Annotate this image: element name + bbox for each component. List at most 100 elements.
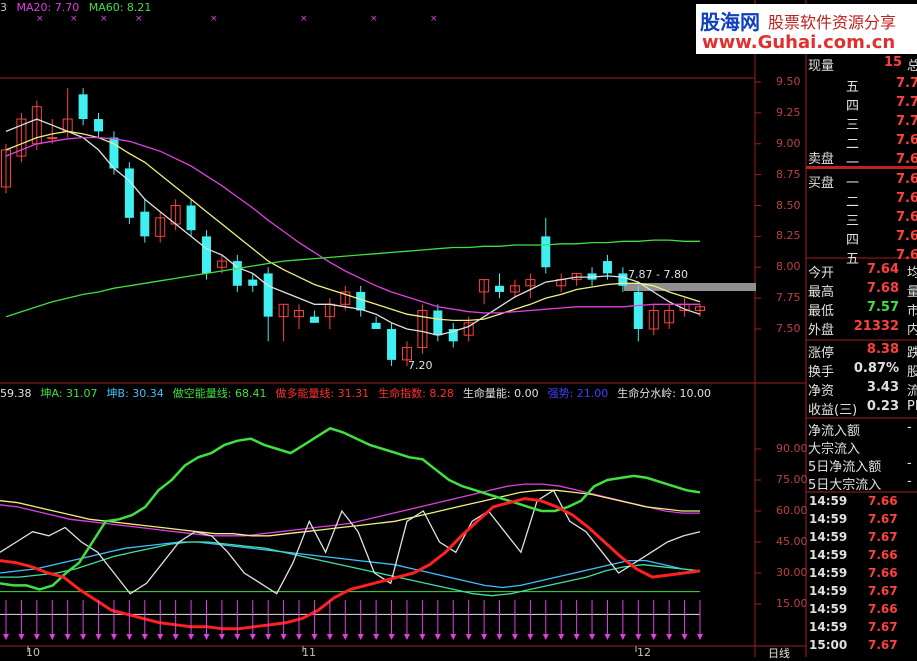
ma20-line [5,136,700,314]
candle-body [1,149,11,188]
tick-time: 14:59 [809,566,848,580]
indicator-legend-item: 强势: 21.00 [547,387,609,400]
indicator-legend-item: 生命量能: 0.00 [462,387,539,400]
flow-value: - [907,456,912,471]
candle-body [16,118,27,157]
stat2-extra: 跌 [907,346,917,361]
signal-arrow-head [604,634,611,640]
low-annotation: 7.20 [408,359,433,372]
flow-row: 净流入额 - [806,420,917,439]
signal-arrow-head [110,634,117,640]
tick-row: 15:00 7.67 [806,638,906,656]
indicator-legend-item: 做空能量线: 68.41 [172,387,267,400]
sell-level-row: 五 7.7 [806,76,917,95]
candle-body [695,306,705,311]
signal-arrow-head [342,634,349,640]
candle-body [495,285,505,292]
signal-arrow-head [218,634,225,640]
candle-body [340,291,351,305]
signal-arrow-head [33,634,40,640]
tick-time: 14:59 [809,548,848,562]
sell-level-price: 7.6 [896,133,917,148]
candle-body [294,309,305,318]
signal-arrow-head [18,634,25,640]
price-tick-label: 8.25 [776,229,801,243]
stat-value: 21332 [853,319,899,334]
pink-indicator-line [0,483,700,537]
date-label-dec: 12 [637,646,651,659]
buy-level-name: 五 [846,252,860,267]
stat2-name: 收益(三) [808,403,858,418]
candle-body [648,309,659,330]
tick-price: 7.66 [868,548,898,562]
stat-name: 最低 [808,304,835,319]
marker-x: × [370,14,378,24]
volume-label: 现量 [808,59,835,74]
marker-x: × [210,14,218,24]
indicator-legend-item: 做多能量线: 31.31 [275,387,370,400]
ind-tick-label: 15.00 [776,597,808,610]
signal-arrow-head [511,634,518,640]
sell-level-price: 7.7 [896,114,917,129]
candle-body [309,316,319,323]
volume-row: 现量 15 总 [806,55,917,74]
sell-label: 卖盘 [808,152,835,167]
stat2-extra: 股 [907,365,917,380]
sell-level-price: 7.7 [896,95,917,110]
buy-level-row: 四 7.6 [806,229,917,248]
candle-body [140,211,150,237]
stat-value: 7.64 [866,262,899,277]
signal-arrow-head [249,634,256,640]
buy-level-row: 五 7.6 [806,248,917,267]
signal-arrow-head [697,634,703,640]
candle-body [401,347,412,361]
tick-row: 14:59 7.66 [806,494,906,512]
indicator-legend-item: 生命指数: 8.28 [378,387,454,400]
signal-arrow-head [527,634,534,640]
candle-body [124,168,134,218]
price-tick-label: 9.25 [776,105,801,119]
tick-row: 14:59 7.67 [806,512,906,530]
buy-level-name: 一 [846,176,860,191]
kun-a-line [0,541,701,597]
flow-row: 5日大宗流入 - [806,474,917,493]
buy-level-name: 四 [846,233,860,248]
signal-arrow-head [635,634,642,640]
signal-arrow-head [558,634,565,640]
stat2-value: 0.23 [866,399,899,414]
tick-time: 14:59 [809,494,848,508]
signal-arrow-head [3,634,9,640]
stat2-value: 8.38 [866,342,899,357]
signal-arrow-head [95,634,102,640]
candle-body [263,273,273,317]
stat2-row: 收益(三) 0.23 PE [806,399,917,418]
ind-tick-label: 90.00 [776,442,808,455]
stat2-row: 涨停 8.38 跌 [806,342,917,361]
signal-arrow-head [157,634,164,640]
signal-arrow-head [434,634,441,640]
stat2-row: 换手 0.87% 股 [806,361,917,380]
buy-label: 买盘 [808,176,835,191]
sell-level-row: 一 7.6 [806,152,917,171]
tick-price: 7.67 [868,584,898,598]
tick-row: 14:59 7.67 [806,620,906,638]
stat2-value: 3.43 [866,380,899,395]
candle-body [47,137,58,140]
candle-body [248,279,258,286]
signal-arrow-head [265,634,272,640]
buy-level-price: 7.6 [896,210,917,225]
candle-body [78,94,88,120]
buy-level-price: 7.6 [896,248,917,263]
sell-level-name: 三 [846,118,860,133]
stat-value: 7.57 [866,300,899,315]
stat2-extra: PE [907,399,917,414]
period-label[interactable]: 日线 [768,647,790,660]
signal-arrow-head [619,634,626,640]
tick-time: 14:59 [809,512,848,526]
signal-arrow-head [126,634,133,640]
tick-price: 7.66 [868,494,898,508]
flow-name: 5日净流入额 [808,460,882,475]
buy-level-name: 三 [846,214,860,229]
signal-arrow-head [681,634,688,640]
